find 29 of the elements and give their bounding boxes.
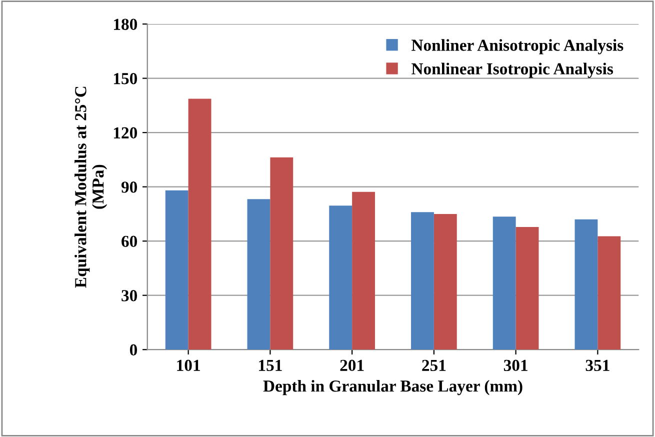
y-tick-label: 90 [121, 182, 138, 193]
legend-label: Nonliner Anisotropic Analysis [412, 39, 624, 54]
x-tick-label: 251 [422, 360, 446, 372]
bar [188, 98, 212, 350]
x-axis-title: Depth in Granular Base Layer (mm) [263, 380, 522, 396]
x-tick-label: 101 [177, 360, 200, 372]
y-tick-label: 120 [114, 127, 138, 139]
bar [329, 206, 352, 350]
x-tick-label: 201 [340, 360, 364, 372]
bar [516, 226, 539, 350]
bar [411, 212, 434, 350]
bar [270, 157, 294, 350]
bar [574, 219, 598, 350]
bar [247, 199, 270, 350]
x-tick-label: 301 [504, 360, 528, 372]
y-tick-label: 30 [122, 290, 138, 302]
y-tick-label: 150 [114, 72, 138, 84]
y-tick-label: 180 [114, 18, 138, 30]
bar [492, 216, 516, 350]
bar [352, 192, 375, 350]
x-tick-label: 151 [259, 360, 282, 372]
legend-label: Nonlinear Isotropic Analysis [412, 62, 614, 78]
bar [165, 190, 188, 350]
bar [434, 214, 457, 350]
x-tick-label: 351 [586, 360, 610, 372]
bar [598, 236, 621, 350]
y-axis-title: Equivalent Modulus at 25°C (MPa) [74, 86, 108, 288]
y-tick-label: 0 [130, 344, 138, 356]
y-tick-label: 60 [122, 236, 138, 248]
